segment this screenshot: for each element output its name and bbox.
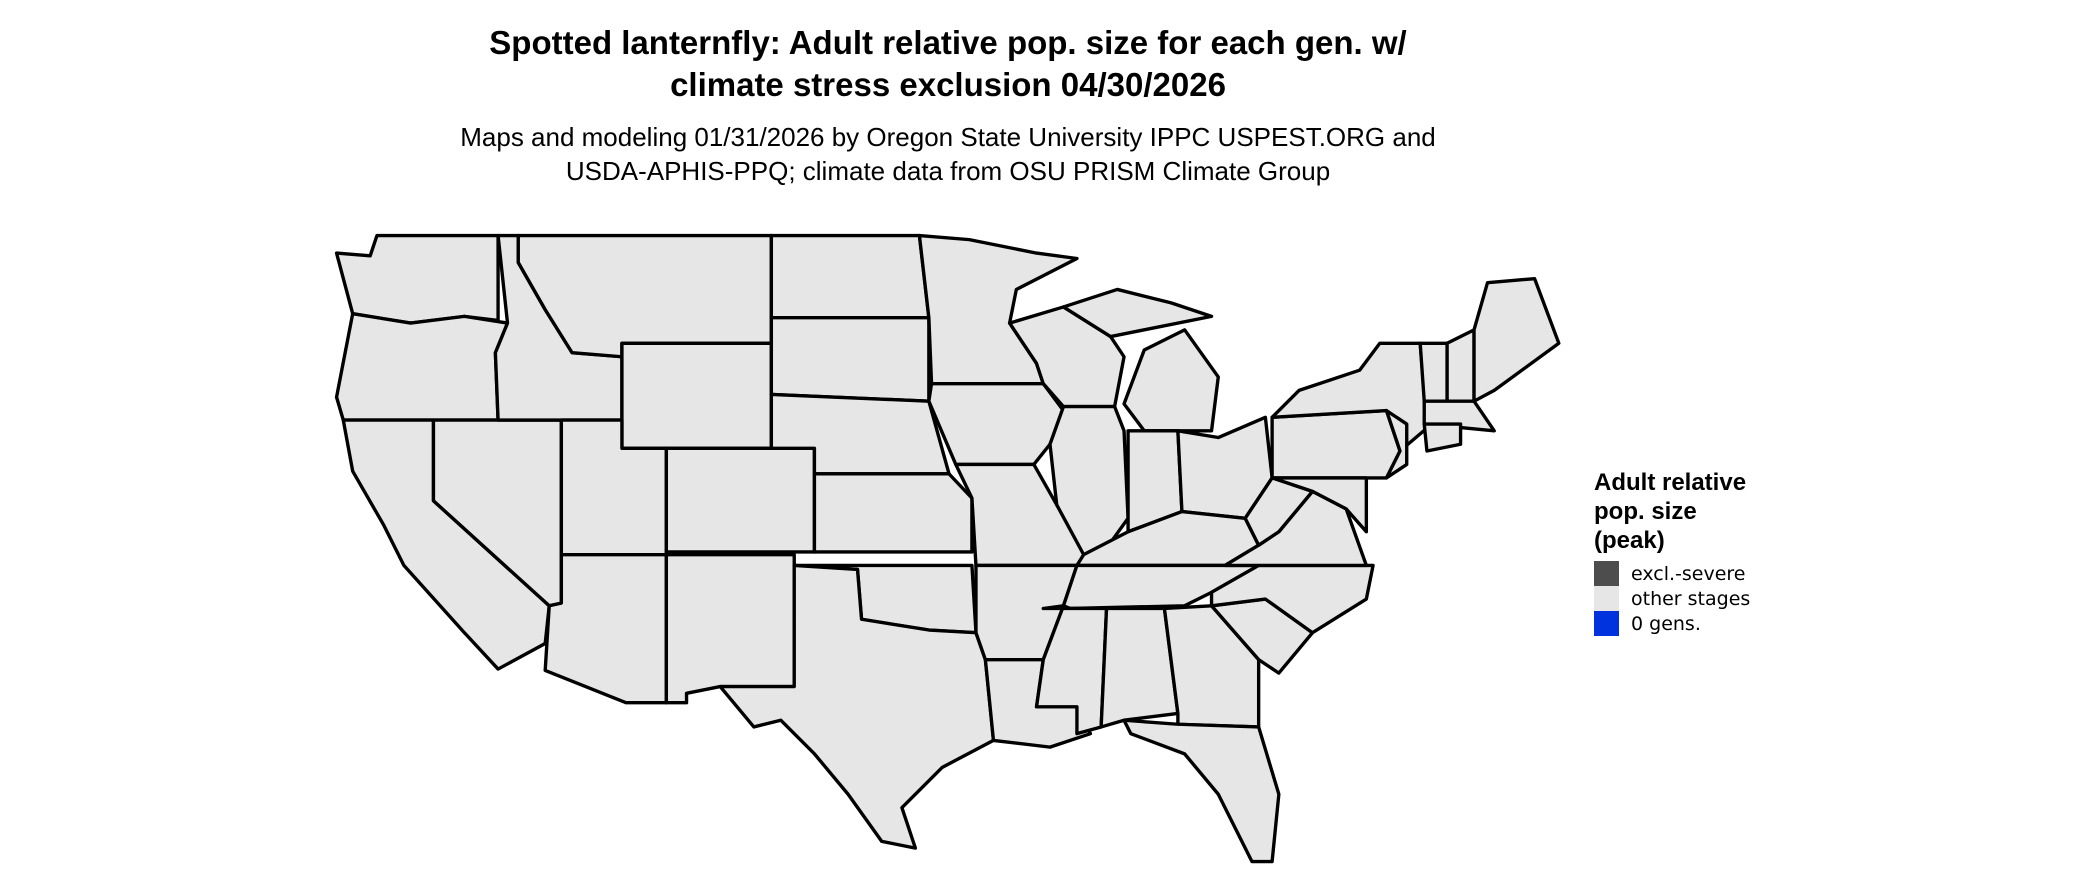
legend-item-excl-severe: excl.-severe [1594,561,1750,586]
state-tx [718,563,996,850]
state-sd [769,316,931,403]
state-mil [1122,328,1220,433]
legend-swatch [1594,611,1619,636]
legend-label: excl.-severe [1631,562,1746,585]
state-nc [1209,563,1375,635]
state-vt [1418,341,1449,403]
title-line-2: climate stress exclusion 04/30/2026 [670,66,1226,103]
state-ia [927,381,1066,467]
legend-title: Adult relative pop. size (peak) [1594,468,1750,555]
legend-swatch [1594,586,1619,611]
state-pa [1270,408,1402,480]
legend-swatch [1594,561,1619,586]
legend-title-line: Adult relative [1594,469,1747,496]
legend-label: 0 gens. [1631,612,1701,635]
state-md [1270,476,1369,534]
state-al [1099,606,1180,729]
state-miu [1061,287,1214,339]
state-ks [812,472,974,554]
legend-label: other stages [1631,587,1751,610]
state-fl [1122,718,1281,864]
chart-subtitle: Maps and modeling 01/31/2026 by Oregon S… [0,120,1896,188]
legend: Adult relative pop. size (peak) excl.-se… [1594,468,1750,636]
subtitle-line-2: USDA-APHIS-PPQ; climate data from OSU PR… [565,156,1331,186]
state-nj [1384,408,1409,480]
legend-title-line: (peak) [1594,527,1665,554]
state-nd [769,233,931,320]
state-az [543,552,669,705]
state-nh [1445,328,1476,403]
state-nm [664,552,796,705]
subtitle-line-1: Maps and modeling 01/31/2026 by Oregon S… [460,122,1436,152]
chart-title: Spotted lanternfly: Adult relative pop. … [0,22,1896,106]
state-co [664,446,817,554]
legend-title-line: pop. size [1594,498,1697,525]
state-me [1472,276,1561,403]
title-line-1: Spotted lanternfly: Adult relative pop. … [489,24,1407,61]
state-wy [620,341,774,450]
state-wa [334,233,500,325]
state-or [334,311,510,422]
legend-item-other-stages: other stages [1594,586,1750,611]
state-ct [1422,422,1463,453]
legend-item-zero-gens: 0 gens. [1594,611,1750,636]
